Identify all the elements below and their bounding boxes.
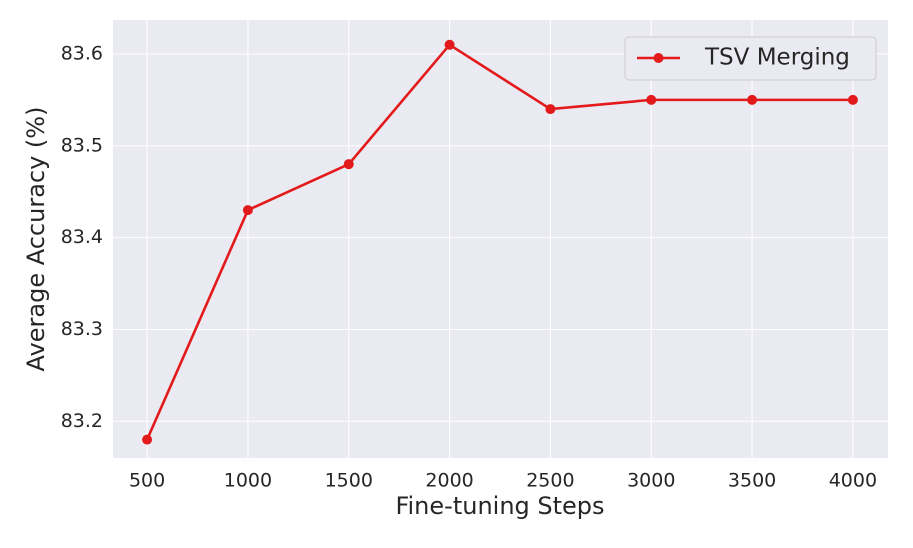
x-axis-label: Fine-tuning Steps — [395, 492, 604, 520]
marks — [142, 39, 858, 445]
legend-box — [624, 36, 877, 81]
point — [847, 94, 858, 105]
y-tick-label: 83.4 — [61, 226, 103, 248]
legend-label: TSV Merging — [704, 45, 850, 71]
y-tick-label: 83.3 — [61, 318, 103, 340]
point — [444, 39, 455, 50]
point — [747, 94, 758, 105]
x-tick-label: 4000 — [829, 470, 877, 492]
x-tick-label: 3500 — [728, 470, 776, 492]
x-tick-label: 500 — [129, 470, 165, 492]
point — [242, 205, 253, 216]
legend-marker — [653, 53, 664, 63]
x-tick-label: 2000 — [425, 470, 473, 492]
grid — [113, 20, 888, 458]
y-tick-label: 83.5 — [61, 134, 103, 156]
point — [142, 434, 153, 445]
y-axis-label: Average Accuracy (%) — [22, 107, 50, 372]
legend: TSV Merging — [624, 36, 877, 81]
x-tick-label: 3000 — [627, 470, 675, 492]
y-tick-label: 83.6 — [61, 42, 103, 64]
x-tick-label: 2500 — [526, 470, 574, 492]
point — [545, 104, 556, 115]
point — [343, 159, 354, 170]
point — [646, 94, 657, 105]
y-tick-label: 83.2 — [61, 410, 103, 432]
line — [145, 43, 853, 441]
x-tick-label: 1500 — [325, 470, 373, 492]
x-tick-label: 1000 — [224, 470, 272, 492]
plot-area — [113, 20, 888, 458]
